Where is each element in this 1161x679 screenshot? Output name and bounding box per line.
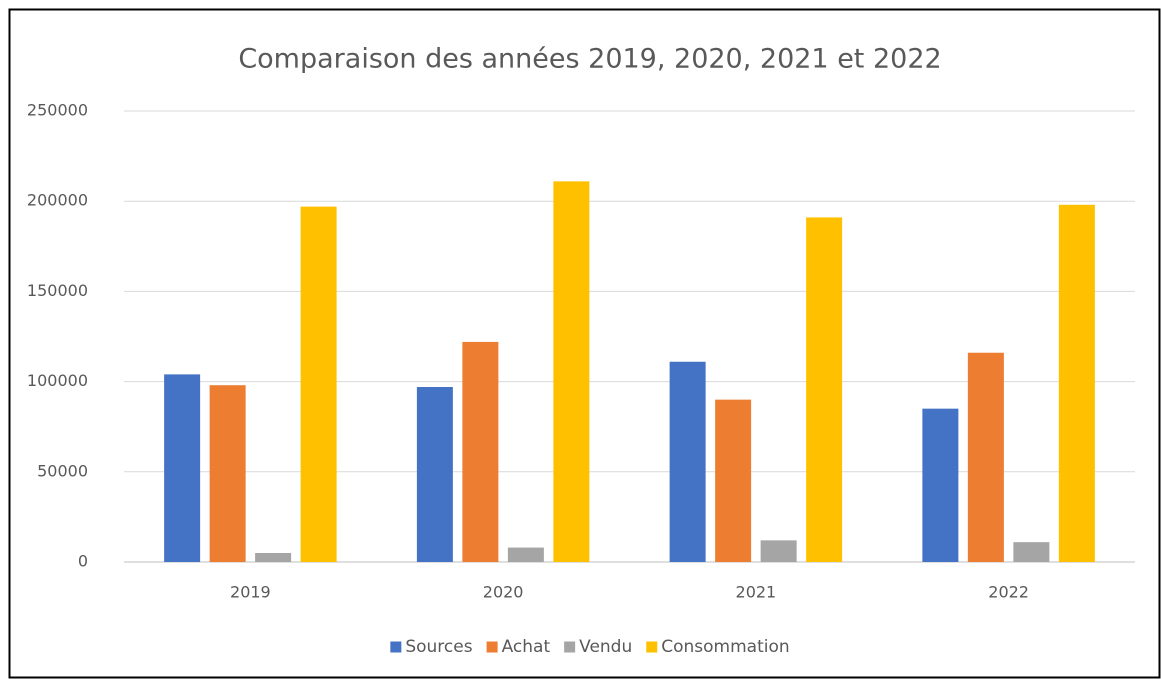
bar — [806, 217, 843, 562]
bar — [760, 540, 797, 562]
legend-label: Achat — [502, 637, 551, 657]
bar — [715, 399, 752, 562]
y-tick-label: 200000 — [27, 191, 88, 210]
y-tick-label: 250000 — [27, 101, 88, 120]
bar — [922, 408, 959, 562]
y-tick-label: 150000 — [27, 281, 88, 300]
x-tick-label: 2020 — [483, 583, 524, 602]
legend-swatch — [390, 641, 402, 653]
x-tick-label: 2019 — [230, 583, 271, 602]
bar — [300, 206, 337, 562]
y-tick-label: 0 — [78, 552, 88, 571]
x-tick-label: 2021 — [736, 583, 777, 602]
bar — [1013, 542, 1050, 562]
bar — [164, 374, 201, 562]
bar — [209, 385, 246, 562]
chart-title: Comparaison des années 2019, 2020, 2021 … — [238, 44, 941, 75]
legend-swatch — [646, 641, 658, 653]
bar — [967, 352, 1004, 562]
legend-swatch — [564, 641, 576, 653]
legend-label: Vendu — [579, 637, 632, 657]
bar — [255, 552, 292, 562]
bar — [462, 341, 499, 562]
legend-label: Consommation — [661, 637, 789, 657]
bar — [1058, 204, 1095, 563]
legend-label: Sources — [405, 637, 472, 657]
bar — [669, 361, 706, 562]
y-tick-label: 50000 — [37, 461, 88, 480]
bar — [416, 387, 453, 562]
x-tick-label: 2022 — [988, 583, 1029, 602]
bar — [507, 547, 544, 562]
legend-swatch — [486, 641, 498, 653]
bar — [553, 181, 590, 562]
y-tick-label: 100000 — [27, 371, 88, 390]
